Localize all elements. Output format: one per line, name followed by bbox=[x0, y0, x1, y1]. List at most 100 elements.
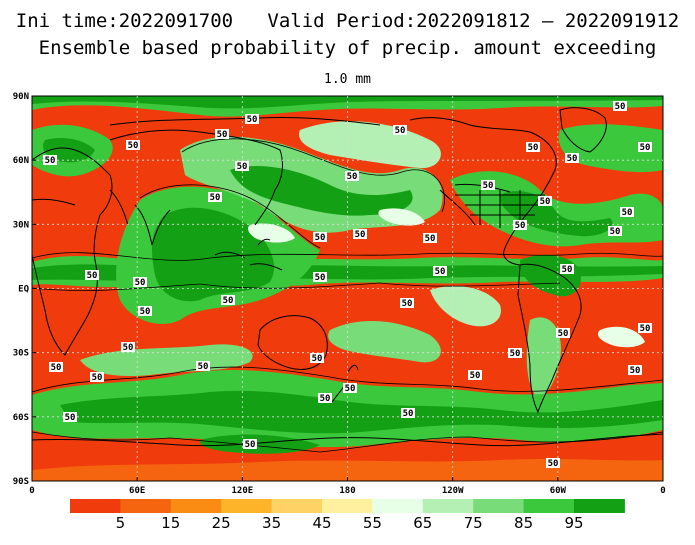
colorbar-swatch bbox=[473, 499, 525, 513]
colorbar-swatch bbox=[422, 499, 474, 513]
contour-label: 50 bbox=[223, 296, 234, 306]
contour-label: 50 bbox=[345, 384, 356, 394]
contour-label: 50 bbox=[355, 230, 366, 240]
contour-label-bg bbox=[638, 323, 652, 333]
contour-50 bbox=[32, 138, 663, 453]
contour-label-bg bbox=[400, 298, 414, 308]
contour-label-bg bbox=[468, 370, 482, 380]
contour-label: 50 bbox=[198, 362, 209, 372]
contour-label-bg bbox=[401, 408, 415, 418]
contour-label-bg bbox=[538, 196, 552, 206]
contour-label-bg bbox=[608, 226, 622, 236]
contour-label: 50 bbox=[435, 267, 446, 277]
contour-label-bg bbox=[565, 153, 579, 163]
contour-label: 50 bbox=[135, 278, 146, 288]
contour-label-bg bbox=[313, 272, 327, 282]
contour-label-bg bbox=[85, 270, 99, 280]
title-line-1: Ini time:2022091700 Valid Period:2022091… bbox=[15, 10, 680, 32]
contour-label: 50 bbox=[92, 373, 103, 383]
colorbar-swatch bbox=[523, 499, 575, 513]
colorbar-swatch bbox=[372, 499, 424, 513]
contour-label: 50 bbox=[640, 324, 651, 334]
contour-label-bg bbox=[126, 140, 140, 150]
lat-tick-label: 60S bbox=[13, 413, 29, 423]
lon-tick-label: 120W bbox=[442, 486, 464, 496]
contour-label: 50 bbox=[403, 409, 414, 419]
contour-label: 50 bbox=[65, 413, 76, 423]
contour-label: 50 bbox=[247, 115, 258, 125]
contour-label: 50 bbox=[210, 193, 221, 203]
contour-label-bg bbox=[393, 125, 407, 135]
contour-label-bg bbox=[481, 180, 495, 190]
contour-label: 50 bbox=[640, 143, 651, 153]
contour-label-bg bbox=[508, 348, 522, 358]
contour-label-bg bbox=[318, 393, 332, 403]
colorbar-label: 75 bbox=[464, 514, 483, 532]
threshold-label: 1.0 mm bbox=[324, 72, 371, 87]
contour-label-bg bbox=[423, 233, 437, 243]
coastlines bbox=[32, 107, 663, 447]
contour-label-bg bbox=[546, 458, 560, 468]
colorbar-label: 35 bbox=[262, 514, 281, 532]
contour-label: 50 bbox=[483, 181, 494, 191]
contour-label: 50 bbox=[610, 227, 621, 237]
contour-label-bg bbox=[313, 232, 327, 242]
lat-tick-label: 30N bbox=[13, 220, 29, 230]
contour-label-bg bbox=[343, 383, 357, 393]
contour-label-bg bbox=[638, 142, 652, 152]
contour-label: 50 bbox=[470, 371, 481, 381]
colorbar-label: 15 bbox=[161, 514, 180, 532]
contour-label: 50 bbox=[425, 234, 436, 244]
contour-label: 50 bbox=[45, 156, 56, 166]
contour-label-bg bbox=[620, 207, 634, 217]
contour-label: 50 bbox=[51, 363, 62, 373]
contour-label-bg bbox=[63, 412, 77, 422]
contour-label: 50 bbox=[630, 366, 641, 376]
lon-tick-label: 180 bbox=[339, 486, 355, 496]
colorbar-swatch bbox=[70, 499, 121, 513]
contour-label-bg bbox=[221, 295, 235, 305]
contour-label-bg bbox=[556, 328, 570, 338]
lat-tick-label: 90N bbox=[13, 92, 29, 102]
contour-label: 50 bbox=[558, 329, 569, 339]
lat-tick-label: 30S bbox=[13, 349, 29, 359]
contour-label-bg bbox=[245, 114, 259, 124]
contour-label: 50 bbox=[312, 354, 323, 364]
contour-label: 50 bbox=[615, 102, 626, 112]
contour-label-bg bbox=[353, 229, 367, 239]
contour-label-bg bbox=[208, 192, 222, 202]
lon-tick-label: 60W bbox=[550, 486, 567, 496]
contour-label: 50 bbox=[315, 273, 326, 283]
colorbar-swatch bbox=[322, 499, 373, 513]
contour-label: 50 bbox=[347, 172, 358, 182]
colorbar-label: 5 bbox=[116, 514, 126, 532]
colorbar-label: 65 bbox=[413, 514, 432, 532]
colorbar-label: 85 bbox=[514, 514, 533, 532]
title-line-2: Ensemble based probability of precip. am… bbox=[38, 37, 657, 59]
colorbar-label: 95 bbox=[564, 514, 583, 532]
contour-label-bg bbox=[90, 372, 104, 382]
lat-tick-label: 60N bbox=[13, 156, 29, 166]
colorbar-swatch bbox=[221, 499, 273, 513]
colorbar-label: 45 bbox=[312, 514, 331, 532]
lon-tick-label: 120E bbox=[231, 486, 253, 496]
contour-label-bg bbox=[345, 171, 359, 181]
contour-label: 50 bbox=[123, 343, 134, 353]
colorbar: 5 15 25 35 45 55 65 75 85 95 bbox=[70, 499, 625, 532]
contour-label: 50 bbox=[315, 233, 326, 243]
contour-label-bg bbox=[628, 365, 642, 375]
lon-tick-label: 60E bbox=[129, 486, 145, 496]
contour-label: 50 bbox=[320, 394, 331, 404]
contour-label: 50 bbox=[217, 130, 228, 140]
contour-label-bg bbox=[310, 353, 324, 363]
contour-label: 50 bbox=[87, 271, 98, 281]
contour-label: 50 bbox=[395, 126, 406, 136]
contour-label-bg bbox=[49, 362, 63, 372]
contour-label: 50 bbox=[562, 265, 573, 275]
contour-labels: 50 50 50 50 50 50 50 50 50 50 50 50 50 50 50 50 50 50 50 50… bbox=[43, 101, 652, 469]
colorbar-swatch bbox=[170, 499, 222, 513]
contour-label: 50 bbox=[402, 299, 413, 309]
contour-label-bg bbox=[133, 277, 147, 287]
